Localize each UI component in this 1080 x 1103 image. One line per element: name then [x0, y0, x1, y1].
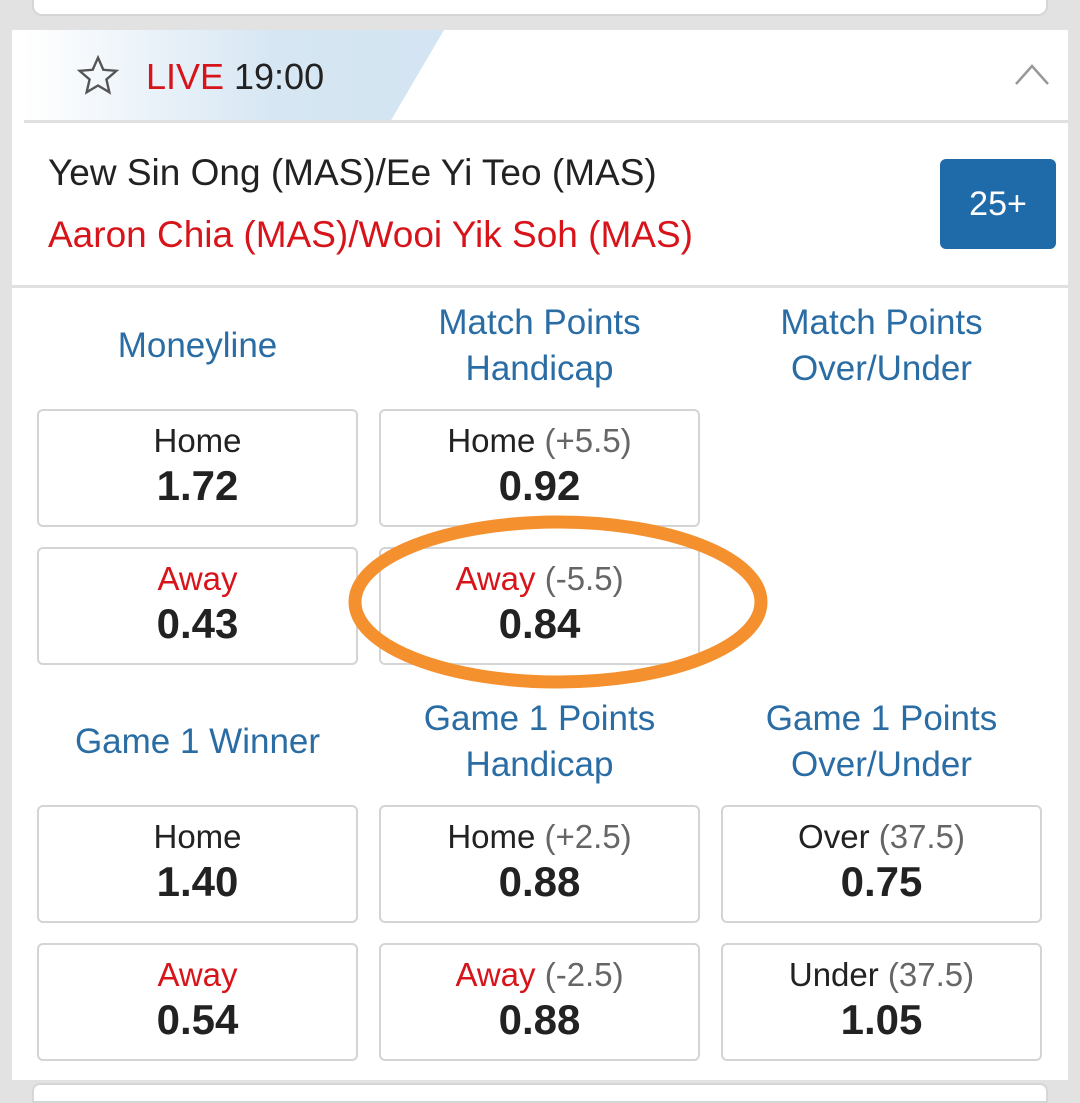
odds-value: 0.43: [156, 600, 239, 647]
odds-button-home[interactable]: Home 1.40: [37, 805, 358, 923]
header-gradient: [24, 30, 444, 120]
odds-value: 0.88: [498, 996, 581, 1043]
odds-button-away[interactable]: Away 0.43: [37, 547, 358, 665]
odds-button-away[interactable]: Away (-2.5) 0.88: [379, 943, 700, 1061]
selection-label: Away: [157, 560, 238, 597]
selection-label: Away: [455, 560, 536, 597]
odds-button-home[interactable]: Home 1.72: [37, 409, 358, 527]
match-time: 19:00: [234, 56, 325, 97]
handicap-value: (+2.5): [544, 818, 632, 855]
chevron-up-icon[interactable]: [1014, 62, 1050, 86]
odds-button-home[interactable]: Home (+5.5) 0.92: [379, 409, 700, 527]
selection-label: Over: [798, 818, 870, 855]
previous-event-card: [32, 0, 1048, 16]
handicap-value: (-5.5): [544, 560, 624, 597]
odds-value: 1.05: [840, 996, 923, 1043]
odds-button-home[interactable]: Home (+2.5) 0.88: [379, 805, 700, 923]
event-card: LIVE 19:00 Yew Sin Ong (MAS)/Ee Yi Teo (…: [12, 30, 1068, 1080]
more-markets-button[interactable]: 25+: [940, 159, 1056, 249]
handicap-value: (37.5): [878, 818, 965, 855]
selection-label: Away: [455, 956, 536, 993]
market-title: Game 1 Points Handicap: [423, 699, 656, 784]
odds-value: 0.75: [840, 858, 923, 905]
odds-button-away[interactable]: Away (-5.5) 0.84: [379, 547, 700, 665]
selection-label: Home: [153, 818, 242, 855]
home-team: Yew Sin Ong (MAS)/Ee Yi Teo (MAS): [48, 152, 657, 193]
odds-value: 0.88: [498, 858, 581, 905]
market-title: Match Points Over/Under: [780, 303, 983, 388]
live-label: LIVE: [146, 56, 225, 97]
odds-value: 1.40: [156, 858, 239, 905]
selection-label: Home: [447, 818, 536, 855]
handicap-value: (37.5): [887, 956, 975, 993]
handicap-value: (-2.5): [544, 956, 624, 993]
selection-label: Away: [157, 956, 238, 993]
market-title: Match Points Handicap: [438, 303, 641, 388]
away-team: Aaron Chia (MAS)/Wooi Yik Soh (MAS): [48, 214, 693, 255]
selection-label: Under: [788, 956, 879, 993]
selection-label: Home: [153, 422, 242, 459]
selection-label: Home: [447, 422, 536, 459]
odds-button-away[interactable]: Away 0.54: [37, 943, 358, 1061]
star-outline-icon[interactable]: [76, 54, 120, 98]
odds-value: 0.54: [156, 996, 239, 1043]
odds-value: 1.72: [156, 462, 239, 509]
divider: [12, 285, 1068, 288]
market-title: Game 1 Points Over/Under: [765, 699, 998, 784]
market-title: Game 1 Winner: [74, 722, 321, 761]
handicap-value: (+5.5): [544, 422, 632, 459]
odds-value: 0.84: [498, 600, 581, 647]
market-title: Moneyline: [117, 326, 278, 365]
next-event-card: [32, 1083, 1048, 1103]
event-header[interactable]: LIVE 19:00: [24, 30, 1068, 123]
odds-value: 0.92: [498, 462, 581, 509]
odds-button-over[interactable]: Over (37.5) 0.75: [721, 805, 1042, 923]
odds-button-under[interactable]: Under (37.5) 1.05: [721, 943, 1042, 1061]
